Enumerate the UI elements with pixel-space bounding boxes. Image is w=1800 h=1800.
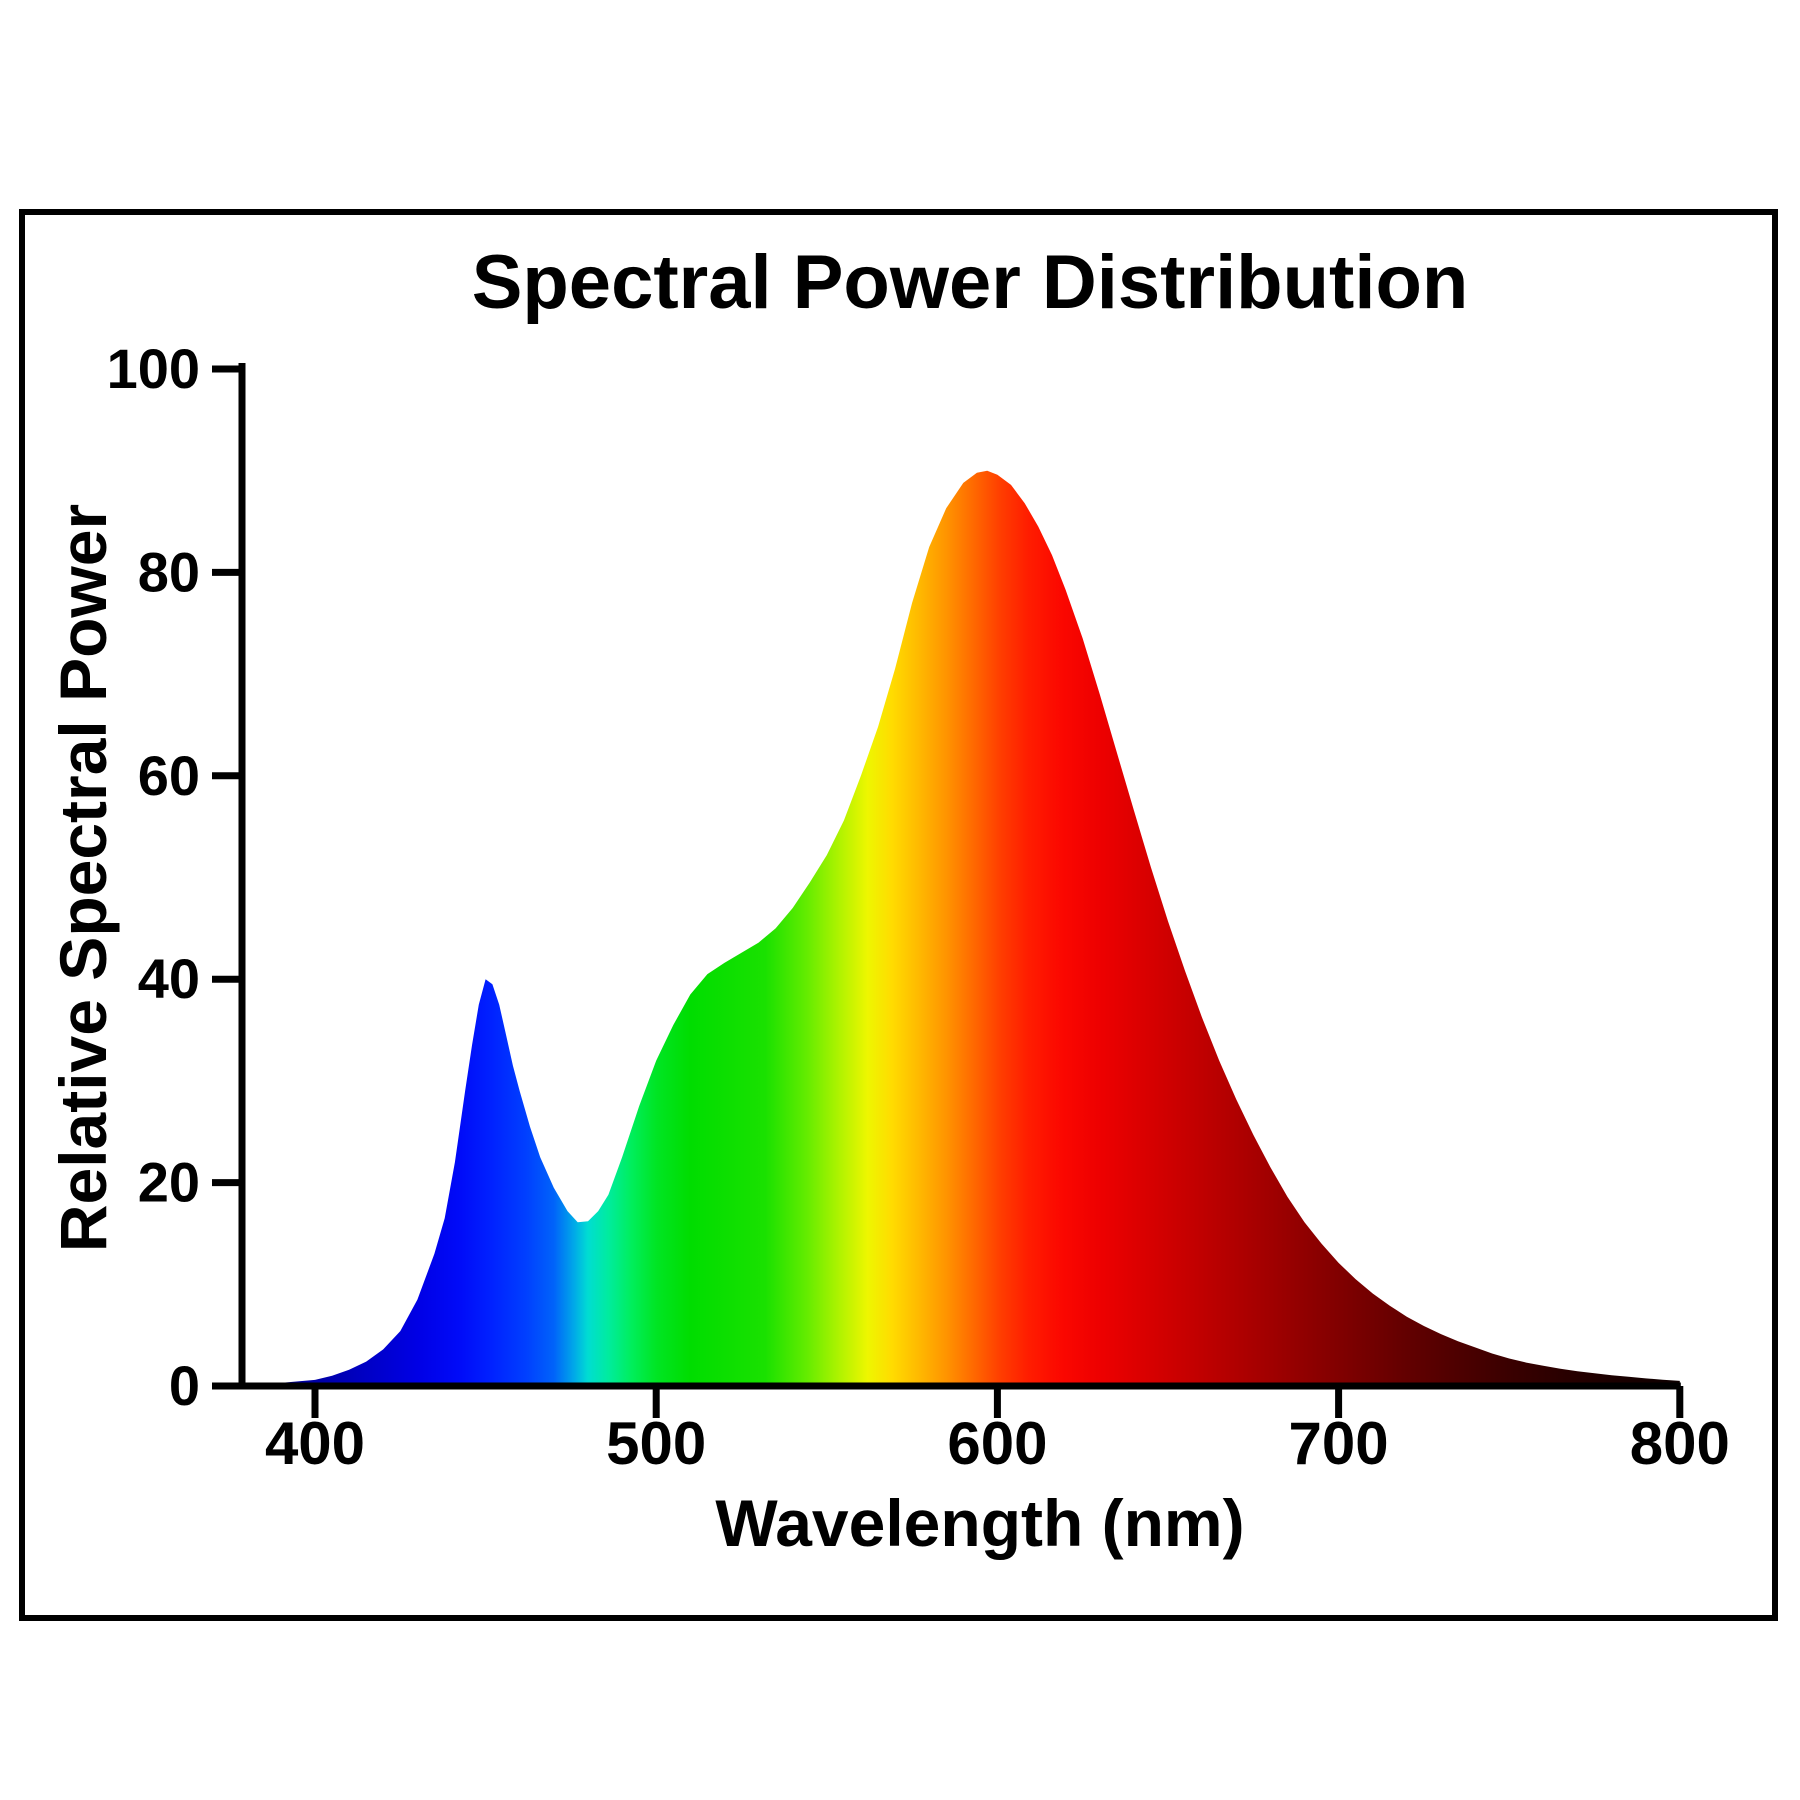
- x-tick-label: 500: [606, 1410, 706, 1477]
- x-tick-label: 800: [1630, 1410, 1730, 1477]
- y-tick-label: 40: [138, 947, 200, 1010]
- spd-spectrum-area: [246, 470, 1680, 1388]
- plot-area: 0 20 40 60 80 100 400 500 600 700 800: [107, 337, 1730, 1477]
- chart-title: Spectral Power Distribution: [472, 240, 1469, 325]
- y-axis-label: Relative Spectral Power: [46, 504, 120, 1252]
- x-tick-label: 700: [1289, 1410, 1389, 1477]
- y-tick-label: 60: [138, 744, 200, 807]
- x-axis-label: Wavelength (nm): [715, 1486, 1244, 1560]
- x-tick-label: 600: [947, 1410, 1047, 1477]
- x-tick-label: 400: [265, 1410, 365, 1477]
- y-tick-label: 0: [169, 1354, 200, 1417]
- y-tick-label: 20: [138, 1151, 200, 1214]
- y-tick-label: 100: [107, 337, 200, 400]
- y-tick-label: 80: [138, 540, 200, 603]
